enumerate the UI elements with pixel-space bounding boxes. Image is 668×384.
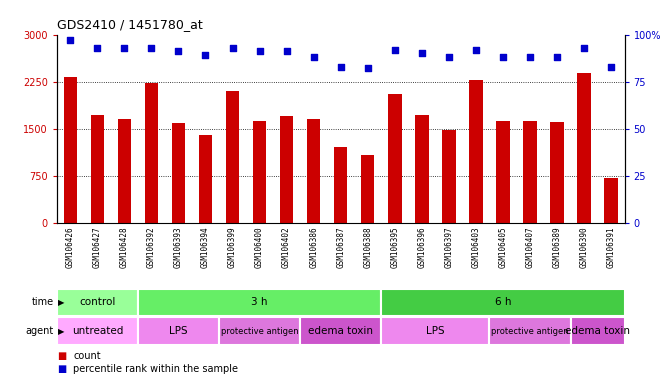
Text: GSM106389: GSM106389 bbox=[552, 226, 562, 268]
Text: edema toxin: edema toxin bbox=[308, 326, 373, 336]
Text: control: control bbox=[79, 297, 116, 308]
Text: GSM106428: GSM106428 bbox=[120, 226, 129, 268]
Text: ■: ■ bbox=[57, 364, 66, 374]
Text: edema toxin: edema toxin bbox=[565, 326, 630, 336]
Bar bbox=[138, 289, 381, 316]
Text: protective antigen: protective antigen bbox=[491, 327, 568, 336]
Point bbox=[335, 63, 346, 70]
Text: GSM106386: GSM106386 bbox=[309, 226, 318, 268]
Point bbox=[200, 52, 211, 58]
Bar bbox=[523, 121, 536, 223]
Text: GSM106388: GSM106388 bbox=[363, 226, 372, 268]
Bar bbox=[334, 147, 347, 223]
Point bbox=[92, 45, 103, 51]
Text: GDS2410 / 1451780_at: GDS2410 / 1451780_at bbox=[57, 18, 202, 31]
Text: untreated: untreated bbox=[71, 326, 123, 336]
Bar bbox=[253, 121, 267, 223]
Text: 3 h: 3 h bbox=[251, 297, 268, 308]
Text: GSM106387: GSM106387 bbox=[336, 226, 345, 268]
Bar bbox=[388, 94, 401, 223]
Point bbox=[281, 48, 292, 55]
Point bbox=[444, 54, 454, 60]
Bar bbox=[57, 317, 138, 345]
Bar bbox=[605, 177, 618, 223]
Text: count: count bbox=[73, 351, 101, 361]
Bar bbox=[219, 317, 300, 345]
Bar bbox=[577, 73, 591, 223]
Text: GSM106391: GSM106391 bbox=[607, 226, 615, 268]
Bar bbox=[57, 289, 138, 316]
Bar bbox=[550, 122, 564, 223]
Text: agent: agent bbox=[25, 326, 53, 336]
Point bbox=[227, 45, 238, 51]
Text: GSM106405: GSM106405 bbox=[498, 226, 508, 268]
Bar bbox=[63, 77, 77, 223]
Text: LPS: LPS bbox=[169, 326, 188, 336]
Text: ▶: ▶ bbox=[58, 298, 65, 307]
Text: GSM106390: GSM106390 bbox=[580, 226, 589, 268]
Bar bbox=[469, 80, 483, 223]
Text: GSM106426: GSM106426 bbox=[66, 226, 75, 268]
Bar bbox=[415, 115, 429, 223]
Bar bbox=[490, 317, 570, 345]
Text: GSM106400: GSM106400 bbox=[255, 226, 264, 268]
Bar bbox=[91, 115, 104, 223]
Text: GSM106392: GSM106392 bbox=[147, 226, 156, 268]
Bar bbox=[172, 123, 185, 223]
Text: ■: ■ bbox=[57, 351, 66, 361]
Bar bbox=[381, 289, 625, 316]
Text: LPS: LPS bbox=[426, 326, 445, 336]
Point bbox=[470, 46, 481, 53]
Point bbox=[606, 63, 617, 70]
Text: 6 h: 6 h bbox=[495, 297, 511, 308]
Text: GSM106427: GSM106427 bbox=[93, 226, 102, 268]
Text: time: time bbox=[31, 297, 53, 308]
Text: GSM106394: GSM106394 bbox=[201, 226, 210, 268]
Bar bbox=[381, 317, 490, 345]
Point bbox=[255, 48, 265, 55]
Text: percentile rank within the sample: percentile rank within the sample bbox=[73, 364, 238, 374]
Text: GSM106407: GSM106407 bbox=[526, 226, 534, 268]
Bar bbox=[138, 317, 219, 345]
Text: GSM106399: GSM106399 bbox=[228, 226, 237, 268]
Text: GSM106403: GSM106403 bbox=[472, 226, 480, 268]
Text: GSM106402: GSM106402 bbox=[282, 226, 291, 268]
Point bbox=[524, 54, 535, 60]
Point bbox=[309, 54, 319, 60]
Point bbox=[146, 45, 157, 51]
Bar bbox=[300, 317, 381, 345]
Bar bbox=[199, 135, 212, 223]
Bar bbox=[307, 119, 321, 223]
Point bbox=[552, 54, 562, 60]
Text: ▶: ▶ bbox=[58, 327, 65, 336]
Text: GSM106395: GSM106395 bbox=[390, 226, 399, 268]
Bar bbox=[118, 119, 131, 223]
Text: GSM106396: GSM106396 bbox=[418, 226, 426, 268]
Text: GSM106397: GSM106397 bbox=[444, 226, 454, 268]
Point bbox=[119, 45, 130, 51]
Text: protective antigen: protective antigen bbox=[220, 327, 299, 336]
Text: GSM106393: GSM106393 bbox=[174, 226, 183, 268]
Point bbox=[65, 37, 75, 43]
Point bbox=[578, 45, 589, 51]
Bar bbox=[145, 83, 158, 223]
Bar bbox=[496, 121, 510, 223]
Bar bbox=[226, 91, 239, 223]
Bar bbox=[570, 317, 625, 345]
Point bbox=[389, 46, 400, 53]
Bar bbox=[361, 155, 375, 223]
Bar bbox=[280, 116, 293, 223]
Bar bbox=[442, 130, 456, 223]
Point bbox=[416, 50, 427, 56]
Point bbox=[173, 48, 184, 55]
Point bbox=[362, 65, 373, 71]
Point bbox=[498, 54, 508, 60]
